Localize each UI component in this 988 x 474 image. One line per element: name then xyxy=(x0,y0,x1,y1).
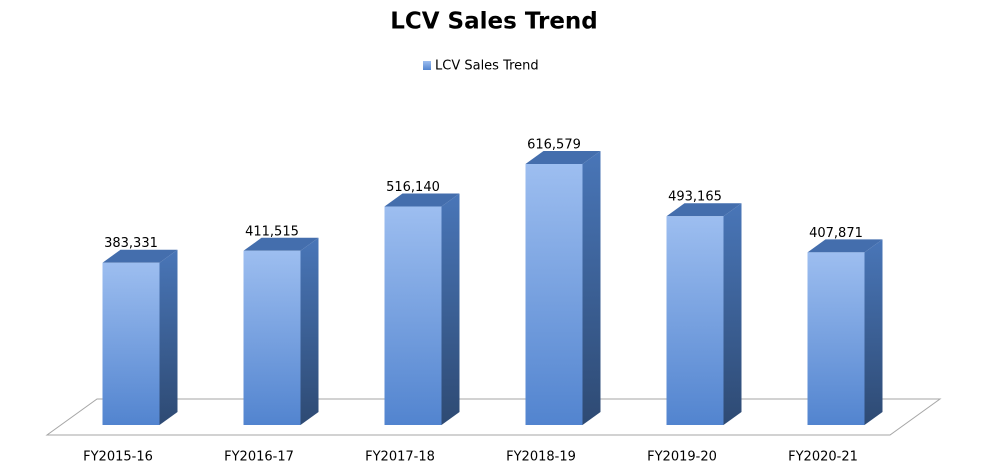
bar-side xyxy=(864,239,883,425)
value-label: 616,579 xyxy=(527,138,581,153)
bar xyxy=(243,250,301,425)
bar xyxy=(666,216,724,425)
bar xyxy=(807,252,865,425)
bar-top xyxy=(666,203,742,217)
bar-side xyxy=(159,249,178,425)
chart-title: LCV Sales Trend xyxy=(390,9,598,35)
bar-top xyxy=(384,193,460,207)
x-tick-label: FY2018-19 xyxy=(506,450,576,465)
x-tick-label: FY2016-17 xyxy=(224,450,294,465)
value-label: 493,165 xyxy=(668,190,722,205)
value-label: 411,515 xyxy=(245,224,299,239)
bar-side xyxy=(723,203,742,425)
bar-top xyxy=(243,237,319,251)
value-label: 516,140 xyxy=(386,180,440,195)
x-tick-label: FY2020-21 xyxy=(788,450,858,465)
x-tick-label: FY2015-16 xyxy=(83,450,153,465)
value-label: 407,871 xyxy=(809,226,863,241)
legend-swatch xyxy=(423,61,431,70)
bar xyxy=(102,262,160,425)
floor xyxy=(45,398,942,436)
bar-side xyxy=(441,193,460,425)
bar xyxy=(525,164,583,425)
bar xyxy=(384,206,442,425)
bar-top xyxy=(102,249,178,263)
x-tick-label: FY2017-18 xyxy=(365,450,435,465)
bar-top xyxy=(807,239,883,253)
bar-top xyxy=(525,151,601,164)
bar-side xyxy=(582,151,601,425)
legend-label: LCV Sales Trend xyxy=(435,59,539,74)
bar-side xyxy=(300,237,319,425)
x-tick-label: FY2019-20 xyxy=(647,450,717,465)
value-label: 383,331 xyxy=(104,236,158,251)
